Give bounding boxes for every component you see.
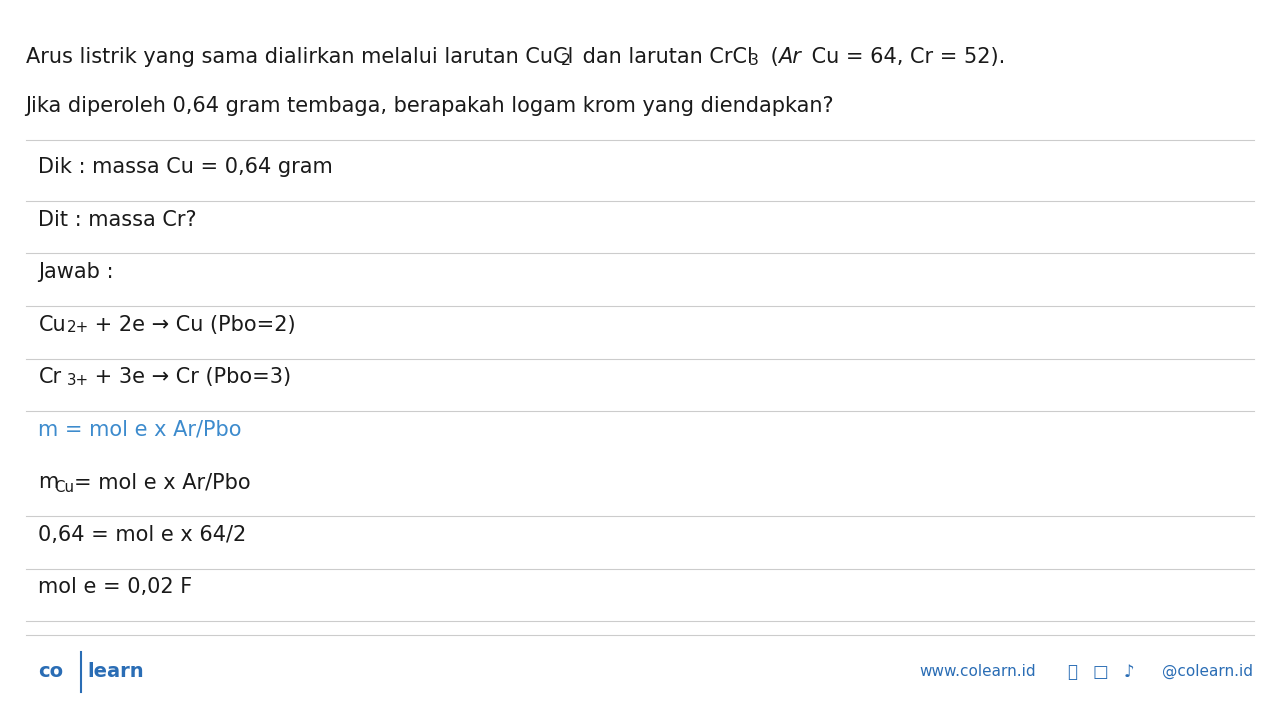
- Text: 0,64 = mol e x 64/2: 0,64 = mol e x 64/2: [38, 525, 247, 545]
- Text: learn: learn: [87, 662, 143, 681]
- Text: m: m: [38, 472, 59, 492]
- Text: @colearn.id: @colearn.id: [1162, 664, 1253, 680]
- Text: □: □: [1093, 662, 1108, 681]
- Text: Dik : massa Cu = 0,64 gram: Dik : massa Cu = 0,64 gram: [38, 157, 333, 177]
- Text: mol e = 0,02 F: mol e = 0,02 F: [38, 577, 193, 598]
- Text: Cu = 64, Cr = 52).: Cu = 64, Cr = 52).: [805, 47, 1005, 67]
- Text: 3: 3: [749, 53, 759, 68]
- Text: 2+: 2+: [67, 320, 88, 336]
- Text: Ar: Ar: [778, 47, 801, 67]
- Text: (: (: [764, 47, 780, 67]
- Text: ♪: ♪: [1124, 662, 1134, 681]
- Text: co: co: [38, 662, 64, 681]
- Text: m = mol e x Ar/Pbo: m = mol e x Ar/Pbo: [38, 420, 242, 440]
- Text: 3+: 3+: [67, 373, 88, 388]
- Text: + 2e → Cu (Pbo=2): + 2e → Cu (Pbo=2): [88, 315, 296, 335]
- Text: Jika diperoleh 0,64 gram tembaga, berapakah logam krom yang diendapkan?: Jika diperoleh 0,64 gram tembaga, berapa…: [26, 96, 835, 116]
- Text: www.colearn.id: www.colearn.id: [919, 665, 1036, 679]
- Text: ⧂: ⧂: [1068, 662, 1078, 681]
- Text: = mol e x Ar/Pbo: = mol e x Ar/Pbo: [74, 472, 251, 492]
- Text: Dit : massa Cr?: Dit : massa Cr?: [38, 210, 197, 230]
- Text: Arus listrik yang sama dialirkan melalui larutan CuCl: Arus listrik yang sama dialirkan melalui…: [26, 47, 573, 67]
- Text: + 3e → Cr (Pbo=3): + 3e → Cr (Pbo=3): [88, 367, 292, 387]
- Text: dan larutan CrCl: dan larutan CrCl: [576, 47, 753, 67]
- Text: Cu: Cu: [54, 480, 74, 495]
- Text: Cu: Cu: [38, 315, 67, 335]
- Text: Cr: Cr: [38, 367, 61, 387]
- Text: 2: 2: [561, 53, 571, 68]
- Text: Jawab :: Jawab :: [38, 262, 114, 282]
